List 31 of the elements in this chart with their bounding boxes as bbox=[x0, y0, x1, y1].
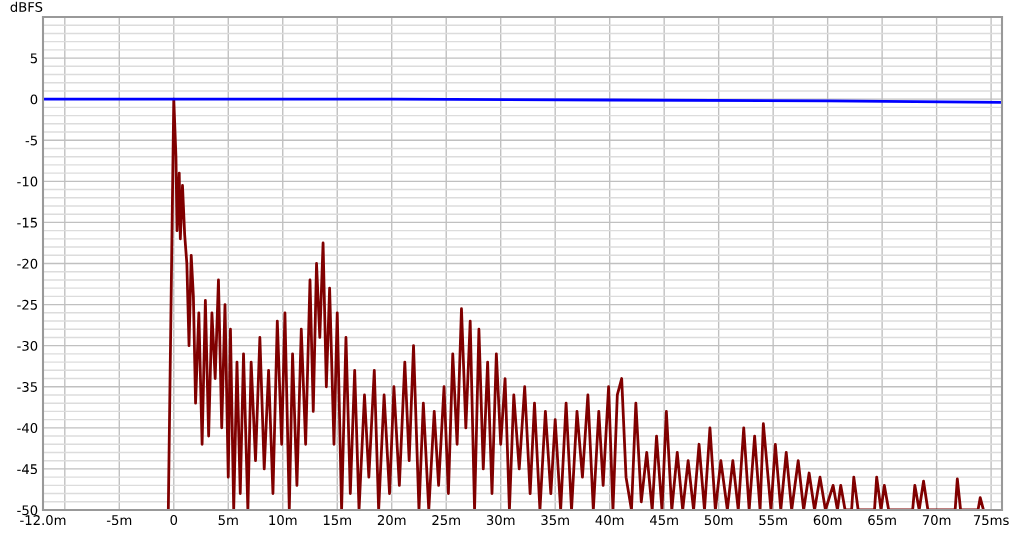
x-tick-label: 0 bbox=[170, 515, 178, 526]
x-tick-label: 70m bbox=[922, 515, 951, 526]
x-tick-label: 15m bbox=[323, 515, 351, 526]
y-tick-label: -10 bbox=[17, 176, 38, 187]
y-tick-label: 5 bbox=[30, 53, 37, 64]
x-tick-label: 30m bbox=[486, 515, 515, 526]
y-tick-label: -30 bbox=[17, 340, 38, 351]
x-tick-label: 45m bbox=[649, 515, 678, 526]
y-tick-label: -35 bbox=[17, 381, 37, 392]
x-tick-label: 60m bbox=[813, 515, 842, 526]
y-tick-label: 0 bbox=[30, 94, 38, 105]
x-tick-label: -12.0m bbox=[20, 515, 66, 526]
y-tick-label: -25 bbox=[17, 299, 37, 310]
x-tick-label: 75ms bbox=[973, 515, 1009, 526]
x-tick-label: 20m bbox=[377, 515, 406, 526]
x-tick-label: 25m bbox=[432, 515, 460, 526]
y-axis-title: dBFS bbox=[10, 1, 43, 12]
x-tick-label: 10m bbox=[269, 515, 297, 526]
x-tick-label: 5m bbox=[218, 515, 238, 526]
y-tick-label: -5 bbox=[25, 135, 37, 146]
x-tick-label: 50m bbox=[704, 515, 733, 526]
y-tick-label: -40 bbox=[17, 423, 38, 434]
y-tick-label: -20 bbox=[17, 258, 38, 269]
y-tick-label: -45 bbox=[17, 464, 37, 475]
x-tick-label: 55m bbox=[759, 515, 787, 526]
x-tick-label: 65m bbox=[868, 515, 896, 526]
x-tick-label: 35m bbox=[541, 515, 569, 526]
x-tick-label: 40m bbox=[595, 515, 624, 526]
x-tick-label: -5m bbox=[106, 515, 132, 526]
y-tick-label: -15 bbox=[17, 217, 37, 228]
y-tick-label: -50 bbox=[17, 505, 38, 516]
